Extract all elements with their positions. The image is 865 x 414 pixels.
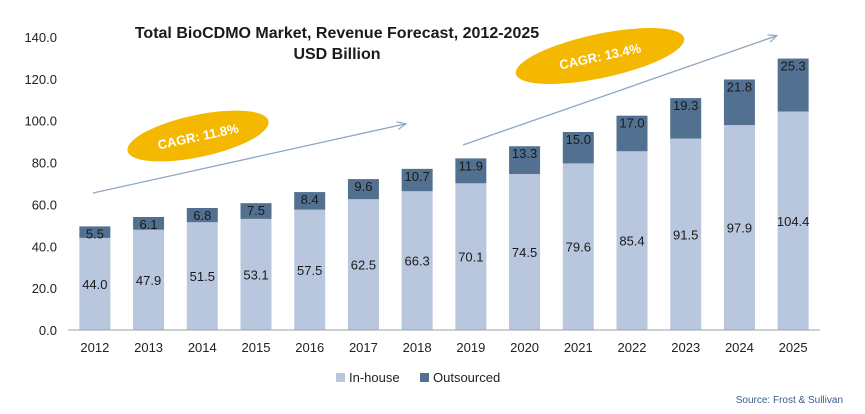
data-label-in-house: 70.1 <box>458 250 483 265</box>
y-tick-label: 140.0 <box>24 30 57 45</box>
data-label-in-house: 97.9 <box>727 221 752 236</box>
data-label-outsourced: 6.1 <box>140 217 158 232</box>
bar-segment-in-house <box>401 191 433 330</box>
data-label-outsourced: 13.3 <box>512 146 537 161</box>
data-label-in-house: 85.4 <box>619 234 644 249</box>
y-axis: 0.0 20.0 40.0 60.0 80.0 100.0 120.0 140.0 <box>24 30 57 338</box>
data-label-outsourced: 8.4 <box>301 192 319 207</box>
data-label-outsourced: 9.6 <box>354 179 372 194</box>
data-label-outsourced: 10.7 <box>404 169 429 184</box>
legend-label-outsourced: Outsourced <box>433 370 500 385</box>
bar-segment-in-house <box>133 229 165 330</box>
bar-segment-outsourced <box>401 168 433 192</box>
bar-segment-in-house <box>777 111 809 331</box>
bar-segment-outsourced <box>133 216 165 230</box>
bar-segment-outsourced <box>240 203 272 219</box>
data-label-in-house: 51.5 <box>190 269 215 284</box>
bar-segment-in-house <box>294 209 326 330</box>
bar-segment-outsourced <box>670 98 702 139</box>
data-label-in-house: 74.5 <box>512 245 537 260</box>
legend-swatch-outsourced <box>420 373 429 382</box>
data-label-in-house: 47.9 <box>136 273 161 288</box>
bar-segment-outsourced <box>455 158 487 184</box>
x-tick-label: 2020 <box>510 340 539 355</box>
x-tick-label: 2021 <box>564 340 593 355</box>
bar-segment-outsourced <box>777 58 809 112</box>
x-tick-label: 2022 <box>618 340 647 355</box>
bar-segment-outsourced <box>723 79 755 126</box>
data-label-outsourced: 25.3 <box>780 59 805 74</box>
x-tick-label: 2024 <box>725 340 754 355</box>
data-label-in-house: 57.5 <box>297 263 322 278</box>
bar-segment-outsourced <box>294 192 326 210</box>
x-tick-label: 2016 <box>295 340 324 355</box>
y-tick-label: 60.0 <box>32 197 57 212</box>
bar-segment-in-house <box>186 222 218 330</box>
bar-segment-in-house <box>562 163 594 330</box>
bars-group: 44.0 5.5 47.9 6.1 51.5 6.8 53.1 7.5 57.5 8.4 62.5 9… <box>79 58 810 331</box>
x-axis: 2012 2013 2014 2015 2016 2017 2018 2019 2020 2021… <box>68 329 820 355</box>
bar-segment-outsourced <box>347 179 379 200</box>
bar-segment-outsourced <box>186 207 218 223</box>
trend-arrow-right <box>462 36 776 146</box>
data-label-outsourced: 6.8 <box>193 208 211 223</box>
y-tick-label: 0.0 <box>39 323 57 338</box>
data-label-in-house: 53.1 <box>243 267 268 282</box>
y-tick-label: 20.0 <box>32 281 57 296</box>
cagr-badge: CAGR: 13.4% <box>515 28 685 84</box>
x-tick-label: 2019 <box>456 340 485 355</box>
cagr-ellipse <box>515 28 685 84</box>
bar-segment-in-house <box>723 125 755 330</box>
cagr-ellipse <box>127 110 269 162</box>
bar-segment-in-house <box>347 199 379 330</box>
bar-segment-outsourced <box>509 146 541 175</box>
bar-segment-outsourced <box>79 226 111 238</box>
data-label-outsourced: 15.0 <box>566 132 591 147</box>
data-label-outsourced: 5.5 <box>86 226 104 241</box>
cagr-annotations: CAGR: 11.8% CAGR: 13.4% <box>92 28 776 194</box>
data-label-in-house: 44.0 <box>82 277 107 292</box>
data-label-outsourced: 17.0 <box>619 116 644 131</box>
bar-segment-outsourced <box>616 115 648 152</box>
source-note: Source: Frost & Sullivan <box>736 395 843 406</box>
data-label-in-house: 79.6 <box>566 240 591 255</box>
x-tick-label: 2014 <box>188 340 217 355</box>
y-tick-label: 80.0 <box>32 156 57 171</box>
legend: In-house Outsourced <box>336 370 500 385</box>
chart-title: Total BioCDMO Market, Revenue Forecast, … <box>135 25 539 42</box>
x-tick-label: 2018 <box>403 340 432 355</box>
bar-segment-in-house <box>670 138 702 330</box>
data-label-in-house: 91.5 <box>673 227 698 242</box>
bar-segment-in-house <box>616 151 648 330</box>
bar-segment-outsourced <box>562 132 594 164</box>
legend-swatch-in-house <box>336 373 345 382</box>
data-label-outsourced: 11.9 <box>459 158 483 173</box>
data-label-outsourced: 7.5 <box>247 203 265 218</box>
data-label-in-house: 104.4 <box>777 214 810 229</box>
data-label-in-house: 66.3 <box>404 254 429 269</box>
trend-arrow-left <box>92 124 405 194</box>
y-tick-label: 40.0 <box>32 239 57 254</box>
x-tick-label: 2017 <box>349 340 378 355</box>
bar-segment-in-house <box>240 218 272 330</box>
bar-segment-in-house <box>455 183 487 330</box>
x-tick-label: 2015 <box>242 340 271 355</box>
chart-subtitle: USD Billion <box>293 46 380 63</box>
x-tick-label: 2013 <box>134 340 163 355</box>
y-tick-label: 100.0 <box>24 114 57 129</box>
bar-segment-in-house <box>79 237 111 330</box>
data-label-in-house: 62.5 <box>351 258 376 273</box>
data-label-outsourced: 21.8 <box>727 79 752 94</box>
bar-segment-in-house <box>509 174 541 330</box>
x-tick-label: 2025 <box>779 340 808 355</box>
legend-label-in-house: In-house <box>349 370 400 385</box>
x-tick-label: 2023 <box>671 340 700 355</box>
data-label-outsourced: 19.3 <box>673 98 698 113</box>
cagr-badge: CAGR: 11.8% <box>127 110 269 162</box>
x-tick-label: 2012 <box>80 340 109 355</box>
y-tick-label: 120.0 <box>24 72 57 87</box>
